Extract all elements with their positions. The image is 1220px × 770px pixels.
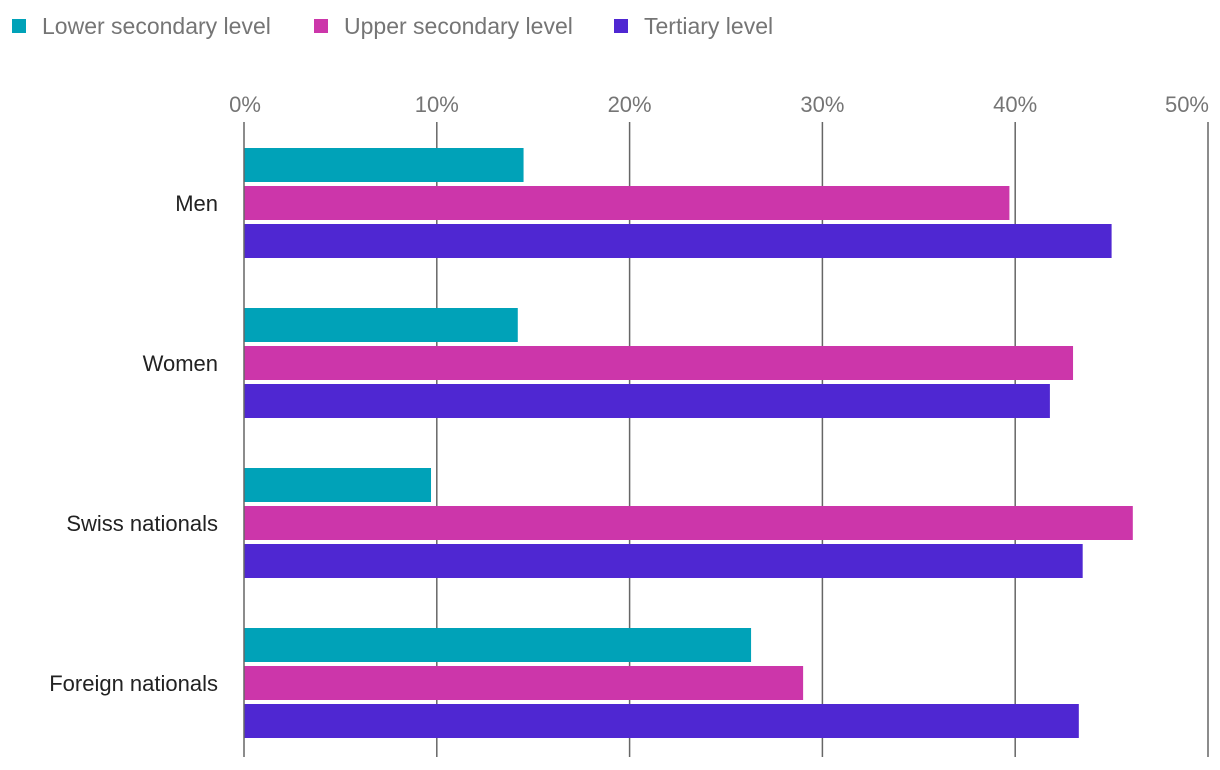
legend-label: Lower secondary level — [42, 13, 271, 39]
bar-foreign-nationals-tertiary-level[interactable] — [244, 704, 1079, 738]
category-labels: Men Women Swiss nationals Foreign nationals — [49, 191, 218, 696]
category-label-women: Women — [143, 351, 218, 376]
x-tick-label: 0% — [229, 92, 261, 117]
legend: Lower secondary level Upper secondary lev… — [12, 13, 773, 39]
x-tick-label: 40% — [993, 92, 1037, 117]
x-tick-label: 10% — [415, 92, 459, 117]
bar-swiss-nationals-upper-secondary-level[interactable] — [244, 506, 1133, 540]
legend-label: Tertiary level — [644, 13, 773, 39]
bar-men-tertiary-level[interactable] — [244, 224, 1112, 258]
category-label-swiss-nationals: Swiss nationals — [66, 511, 218, 536]
legend-label: Upper secondary level — [344, 13, 573, 39]
legend-swatch — [12, 19, 26, 33]
bar-women-lower-secondary-level[interactable] — [244, 308, 518, 342]
bar-swiss-nationals-tertiary-level[interactable] — [244, 544, 1083, 578]
x-tick-label: 30% — [800, 92, 844, 117]
legend-item-lower-secondary-level[interactable]: Lower secondary level — [12, 13, 271, 39]
legend-swatch — [314, 19, 328, 33]
legend-item-tertiary-level[interactable]: Tertiary level — [614, 13, 773, 39]
bar-swiss-nationals-lower-secondary-level[interactable] — [244, 468, 432, 502]
x-tick-label: 50% — [1165, 92, 1209, 117]
bar-women-tertiary-level[interactable] — [244, 384, 1050, 418]
bar-women-upper-secondary-level[interactable] — [244, 346, 1074, 380]
bar-men-lower-secondary-level[interactable] — [244, 148, 524, 182]
legend-swatch — [614, 19, 628, 33]
bar-foreign-nationals-lower-secondary-level[interactable] — [244, 628, 752, 662]
x-tick-label: 20% — [608, 92, 652, 117]
bar-men-upper-secondary-level[interactable] — [244, 186, 1010, 220]
category-label-men: Men — [175, 191, 218, 216]
category-label-foreign-nationals: Foreign nationals — [49, 671, 218, 696]
bars — [244, 148, 1133, 738]
legend-item-upper-secondary-level[interactable]: Upper secondary level — [314, 13, 573, 39]
x-axis-ticks: 0% 10% 20% 30% 40% 50% — [229, 92, 1209, 117]
bar-foreign-nationals-upper-secondary-level[interactable] — [244, 666, 804, 700]
